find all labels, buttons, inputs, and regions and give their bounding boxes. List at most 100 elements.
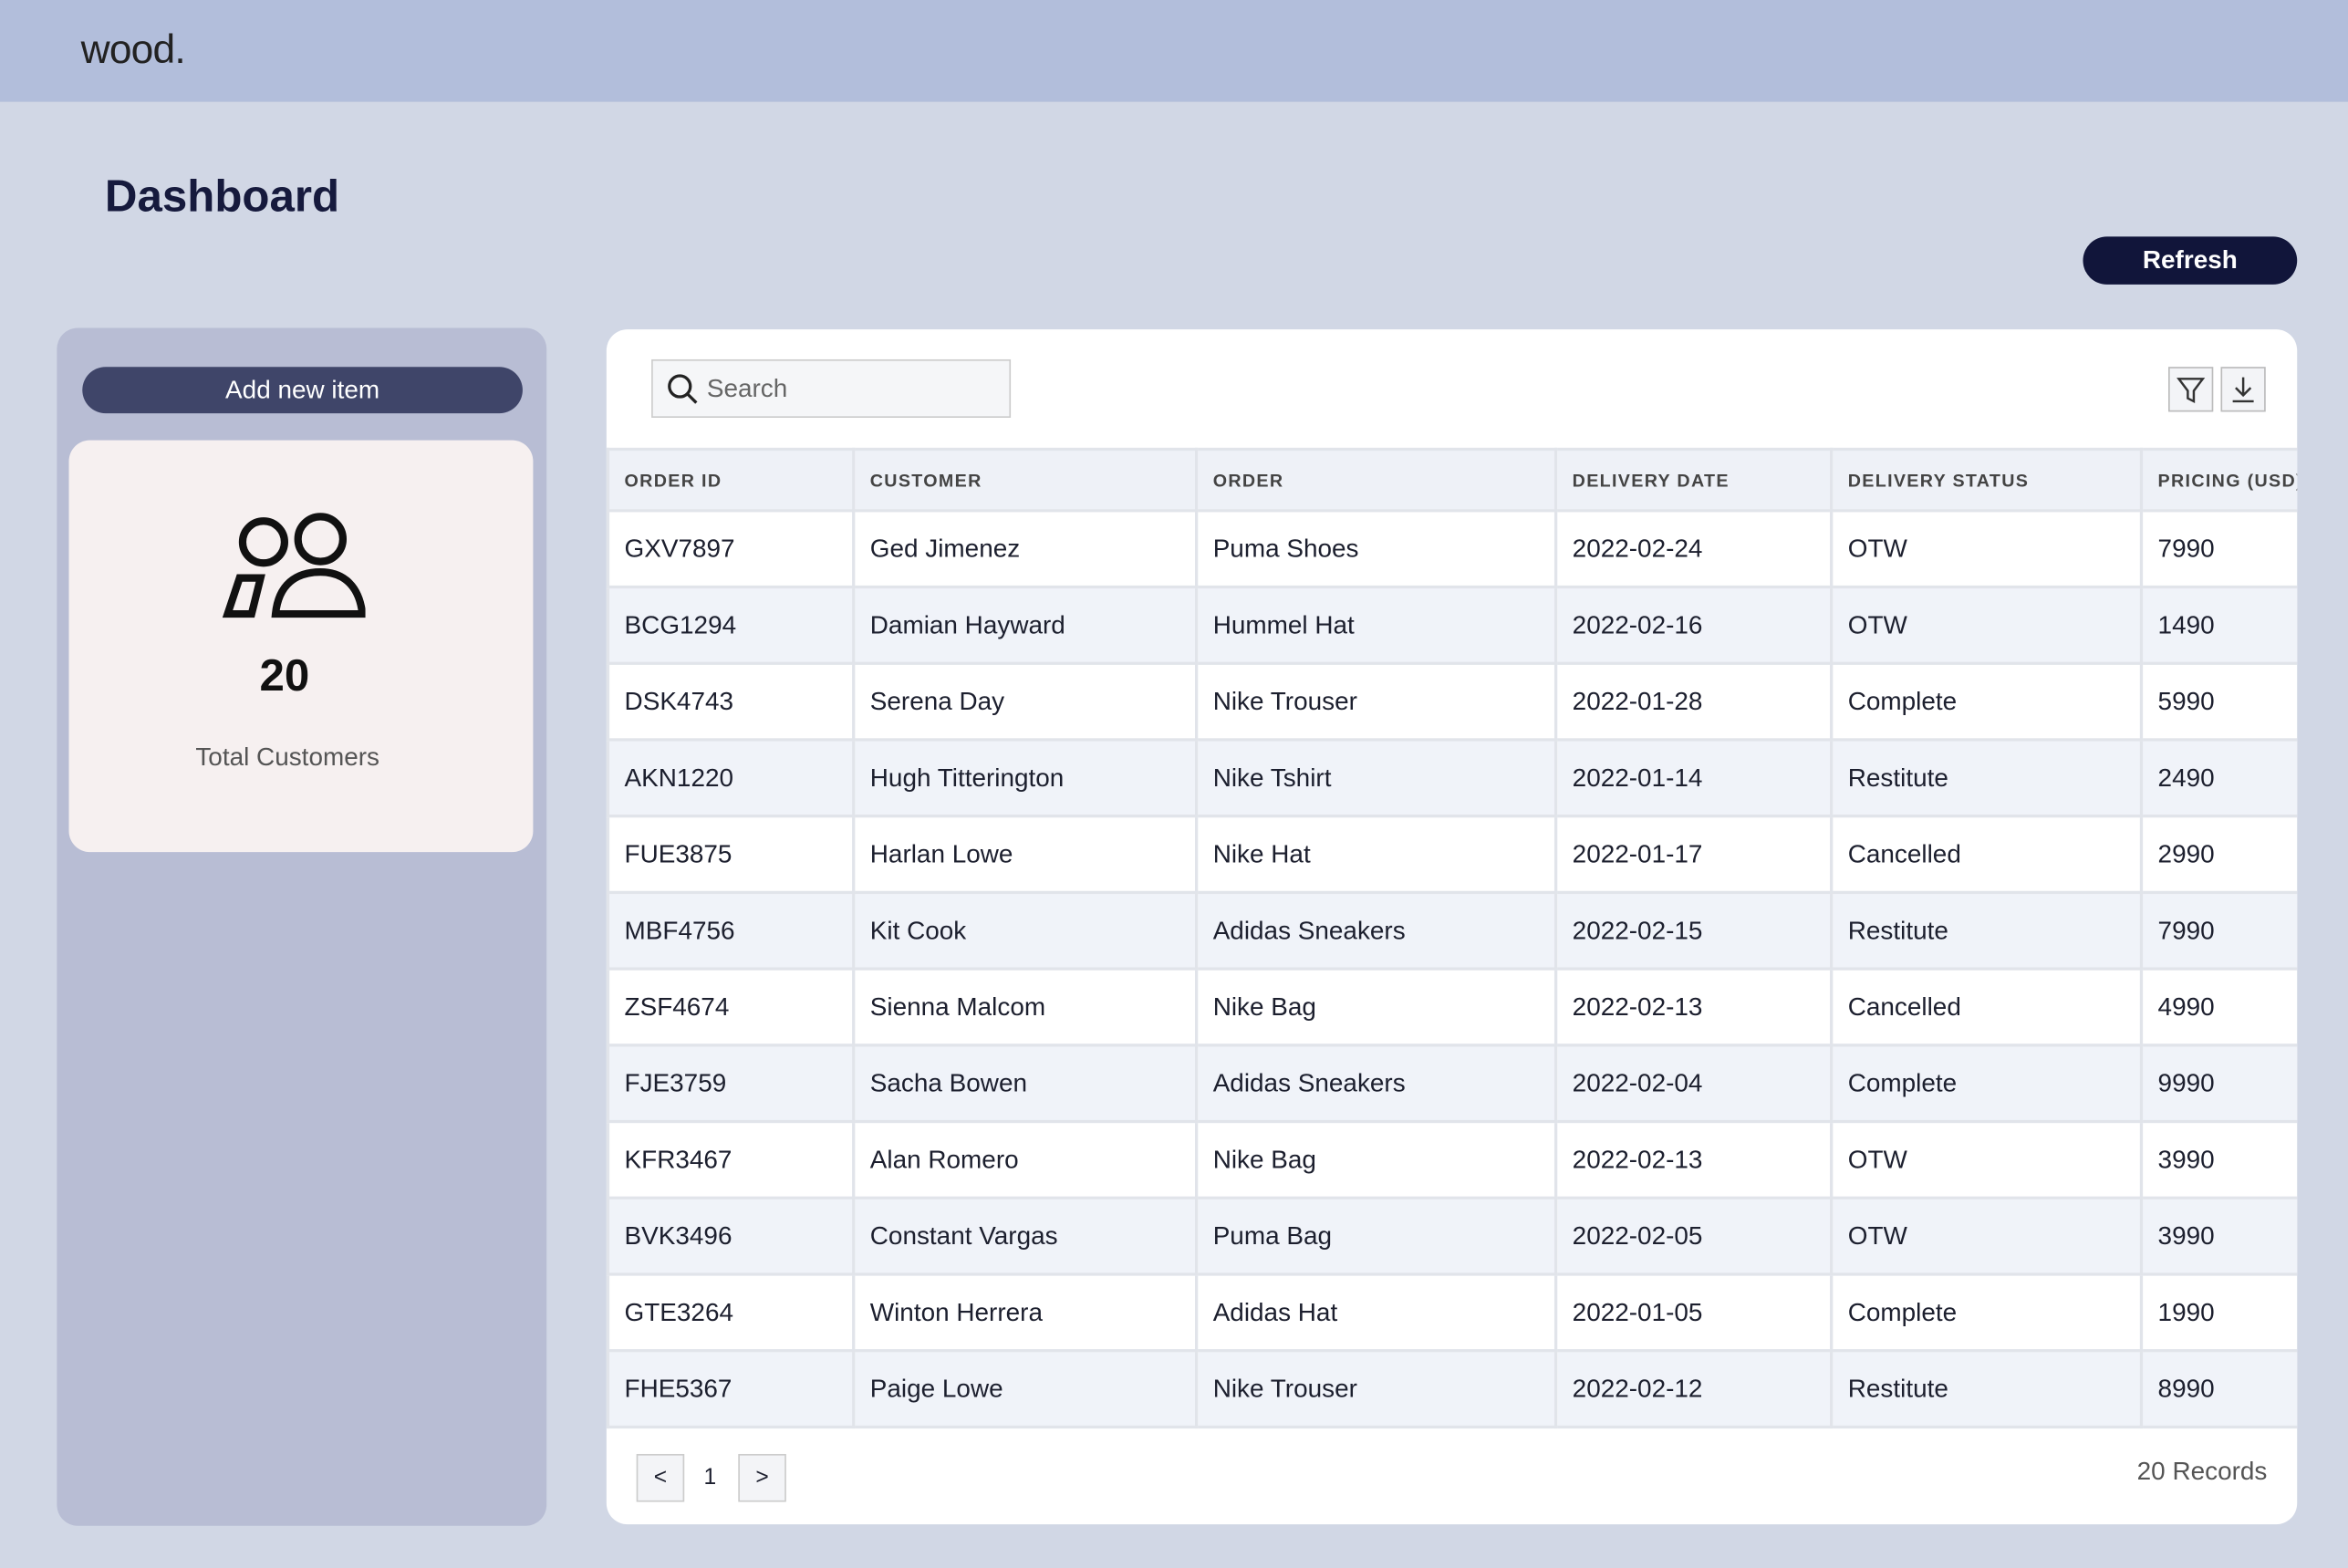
table-cell: 3990 bbox=[2139, 1119, 2298, 1199]
record-count: 20 Records bbox=[2136, 1457, 2268, 1486]
table-cell: Restitute bbox=[1830, 890, 2144, 971]
table-cell: Puma Bag bbox=[1194, 1196, 1558, 1276]
table-cell: 2022-02-15 bbox=[1553, 890, 1834, 971]
stat-value: 20 bbox=[259, 651, 310, 701]
table-cell: Adidas Hat bbox=[1194, 1272, 1558, 1353]
column-header[interactable]: CUSTOMER bbox=[852, 447, 1199, 513]
table-cell: FHE5367 bbox=[606, 1349, 856, 1429]
table-cell: 2022-02-16 bbox=[1553, 585, 1834, 665]
logo[interactable]: wood. bbox=[80, 26, 186, 72]
table-cell: BCG1294 bbox=[606, 585, 856, 665]
table-panel: Search ORDER ID CUSTOMER ORDER DELIVERY DAT… bbox=[606, 329, 2298, 1525]
table-row[interactable]: FUE3875 Harlan Lowe Nike Hat 2022-01-17 Canc… bbox=[606, 815, 2298, 895]
table-cell: Winton Herrera bbox=[852, 1272, 1199, 1353]
table-cell: Adidas Sneakers bbox=[1194, 890, 1558, 971]
table-cell: 2022-02-04 bbox=[1553, 1044, 1834, 1124]
table-row[interactable]: FJE3759 Sacha Bowen Adidas Sneakers 2022-02… bbox=[606, 1044, 2298, 1124]
table-cell: OTW bbox=[1830, 509, 2144, 589]
table-cell: 7990 bbox=[2139, 509, 2298, 589]
users-icon bbox=[222, 513, 366, 618]
table-cell: Restitute bbox=[1830, 1349, 2144, 1429]
column-header[interactable]: ORDER ID bbox=[606, 447, 856, 513]
table-cell: Damian Hayward bbox=[852, 585, 1199, 665]
download-button[interactable] bbox=[2220, 367, 2266, 412]
table-cell: FUE3875 bbox=[606, 815, 856, 895]
table-cell: Cancelled bbox=[1830, 815, 2144, 895]
table-cell: Cancelled bbox=[1830, 967, 2144, 1047]
page-title: Dashboard bbox=[104, 171, 340, 222]
search-placeholder: Search bbox=[706, 374, 788, 403]
page-number[interactable]: 1 bbox=[703, 1464, 717, 1490]
filter-button[interactable] bbox=[2168, 367, 2214, 412]
add-button[interactable]: Add new item bbox=[82, 367, 523, 414]
table-row[interactable]: BCG1294 Damian Hayward Hummel Hat 2022-02-1… bbox=[606, 585, 2298, 665]
table-cell: Nike Trouser bbox=[1194, 661, 1558, 742]
column-header[interactable]: PRICING (USD) bbox=[2139, 447, 2298, 513]
table-cell: 5990 bbox=[2139, 661, 2298, 742]
table-cell: Nike Tshirt bbox=[1194, 738, 1558, 818]
table-cell: 1990 bbox=[2139, 1272, 2298, 1353]
stat-card bbox=[68, 440, 534, 853]
table-cell: DSK4743 bbox=[606, 661, 856, 742]
table-row[interactable]: ZSF4674 Sienna Malcom Nike Bag 2022-02-13 Ca… bbox=[606, 967, 2298, 1047]
table-cell: 2022-01-28 bbox=[1553, 661, 1834, 742]
table-cell: 7990 bbox=[2139, 890, 2298, 971]
table-cell: Sacha Bowen bbox=[852, 1044, 1199, 1124]
table-cell: Complete bbox=[1830, 661, 2144, 742]
table-cell: 8990 bbox=[2139, 1349, 2298, 1429]
table-cell: Hummel Hat bbox=[1194, 585, 1558, 665]
table-cell: ZSF4674 bbox=[606, 967, 856, 1047]
table-cell: 2022-01-14 bbox=[1553, 738, 1834, 818]
table-cell: Kit Cook bbox=[852, 890, 1199, 971]
search-icon bbox=[668, 374, 698, 404]
table-cell: Alan Romero bbox=[852, 1119, 1199, 1199]
table-cell: 2490 bbox=[2139, 738, 2298, 818]
filter-icon bbox=[2177, 378, 2206, 403]
table-row[interactable]: GXV7897 Ged Jimenez Puma Shoes 2022-02-24 OT… bbox=[606, 509, 2298, 589]
refresh-button[interactable]: Refresh bbox=[2083, 236, 2298, 285]
table-cell: 2022-02-12 bbox=[1553, 1349, 1834, 1429]
table-cell: MBF4756 bbox=[606, 890, 856, 971]
table-cell: Paige Lowe bbox=[852, 1349, 1199, 1429]
next-button[interactable]: > bbox=[738, 1453, 786, 1502]
table-row[interactable]: GTE3264 Winton Herrera Adidas Hat 2022-01-0… bbox=[606, 1272, 2298, 1353]
search-box[interactable]: Search bbox=[651, 358, 1012, 419]
table-cell: OTW bbox=[1830, 1119, 2144, 1199]
column-header[interactable]: DELIVERY DATE bbox=[1553, 447, 1834, 513]
table-row[interactable]: KFR3467 Alan Romero Nike Bag 2022-02-13 OTW 3… bbox=[606, 1119, 2298, 1199]
table-cell: 2022-02-13 bbox=[1553, 1119, 1834, 1199]
table-cell: KFR3467 bbox=[606, 1119, 856, 1199]
table-cell: 3990 bbox=[2139, 1196, 2298, 1276]
download-icon bbox=[2232, 377, 2254, 403]
table-cell: 2022-02-05 bbox=[1553, 1196, 1834, 1276]
table-cell: 2022-02-24 bbox=[1553, 509, 1834, 589]
table-cell: Nike Trouser bbox=[1194, 1349, 1558, 1429]
table-cell: Ged Jimenez bbox=[852, 509, 1199, 589]
table-cell: OTW bbox=[1830, 1196, 2144, 1276]
table-cell: Restitute bbox=[1830, 738, 2144, 818]
top-bar bbox=[0, 0, 2348, 102]
table-cell: Sienna Malcom bbox=[852, 967, 1199, 1047]
table-cell: 2022-01-17 bbox=[1553, 815, 1834, 895]
table-cell: 2990 bbox=[2139, 815, 2298, 895]
table-row[interactable]: FHE5367 Paige Lowe Nike Trouser 2022-02-12 R… bbox=[606, 1349, 2298, 1429]
table-cell: Serena Day bbox=[852, 661, 1199, 742]
table-row[interactable]: AKN1220 Hugh Titterington Nike Tshirt 2022-… bbox=[606, 738, 2298, 818]
column-header[interactable]: ORDER bbox=[1194, 447, 1558, 513]
table-row[interactable]: DSK4743 Serena Day Nike Trouser 2022-01-28 C… bbox=[606, 661, 2298, 742]
table-cell: GXV7897 bbox=[606, 509, 856, 589]
column-header[interactable]: DELIVERY STATUS bbox=[1830, 447, 2144, 513]
table-cell: Puma Shoes bbox=[1194, 509, 1558, 589]
table-cell: 2022-02-13 bbox=[1553, 967, 1834, 1047]
prev-button[interactable]: < bbox=[636, 1453, 685, 1502]
table-cell: Nike Hat bbox=[1194, 815, 1558, 895]
table-row[interactable]: BVK3496 Constant Vargas Puma Bag 2022-02-05… bbox=[606, 1196, 2298, 1276]
table-cell: 4990 bbox=[2139, 967, 2298, 1047]
table-row[interactable]: MBF4756 Kit Cook Adidas Sneakers 2022-02-15… bbox=[606, 890, 2298, 971]
table-cell: Nike Bag bbox=[1194, 1119, 1558, 1199]
stat-label: Total Customers bbox=[195, 742, 379, 772]
table-cell: Nike Bag bbox=[1194, 967, 1558, 1047]
table-cell: BVK3496 bbox=[606, 1196, 856, 1276]
